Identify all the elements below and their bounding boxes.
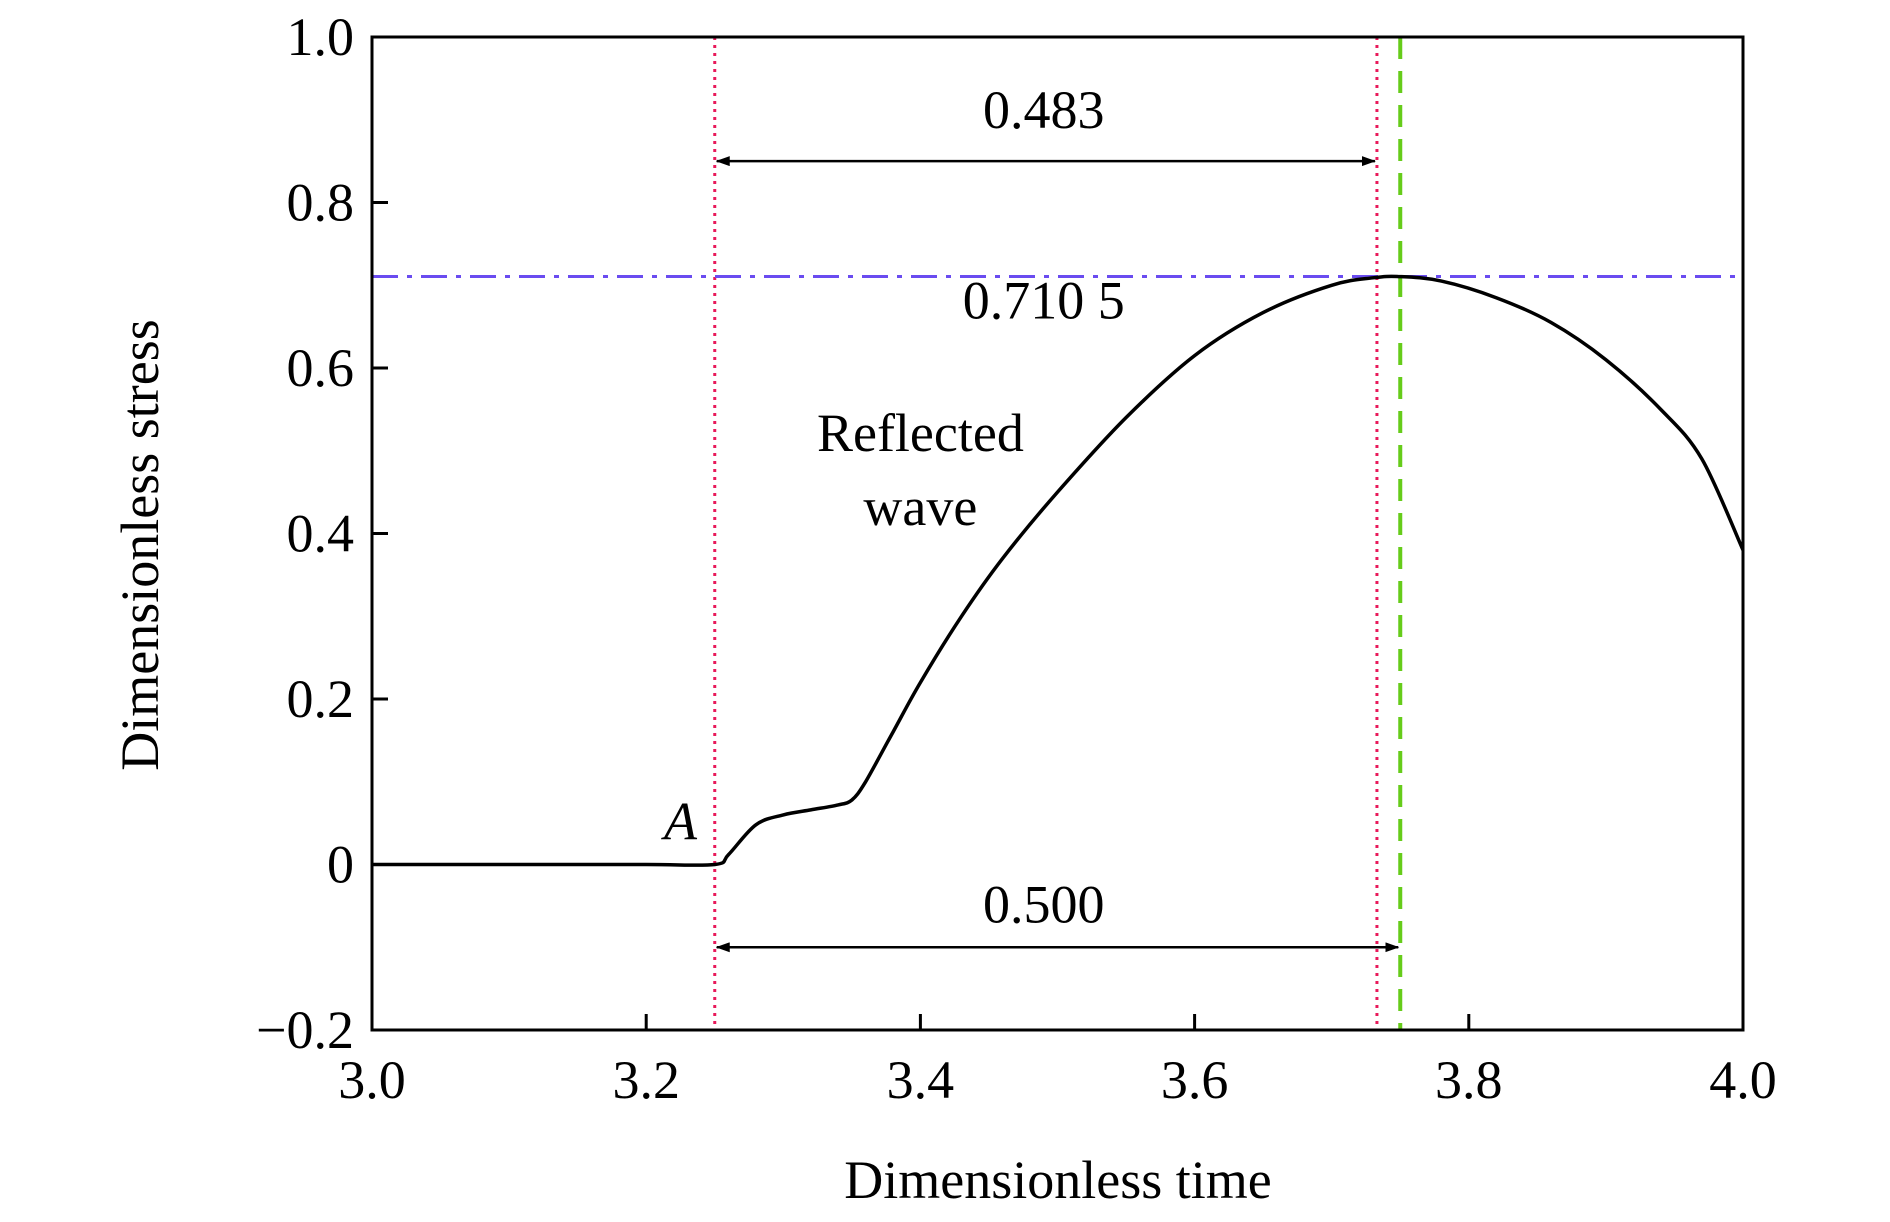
y-tick-label-4: 0.6	[287, 338, 355, 398]
y-tick-label-0: −0.2	[256, 1000, 354, 1060]
series-line-0	[372, 274, 1745, 868]
x-tick-label-5: 4.0	[1709, 1050, 1777, 1110]
annotation-1: 0.710 5	[963, 270, 1125, 330]
y-tick-label-1: 0	[327, 835, 354, 895]
axes: 3.0 3.2 3.4 3.6 3.8 4.0 −0.2 0 0.2 0.4 0.6 0.8 1.0	[256, 7, 1777, 1110]
y-tick-label-3: 0.4	[287, 504, 355, 564]
annotation-0: 0.483	[983, 80, 1105, 140]
x-tick-label-0: 3.0	[338, 1050, 406, 1110]
y-tick-label-6: 1.0	[287, 7, 355, 67]
x-tick-label-3: 3.6	[1161, 1050, 1229, 1110]
y-tick-label-5: 0.8	[287, 173, 355, 233]
y-tick-label-2: 0.2	[287, 669, 355, 729]
series-lines	[372, 274, 1745, 868]
x-tick-label-1: 3.2	[612, 1050, 680, 1110]
x-tick-label-4: 3.8	[1435, 1050, 1503, 1110]
x-tick-label-2: 3.4	[887, 1050, 955, 1110]
annotations: 0.483 0.710 5 Reflected wave A 0.500	[661, 80, 1125, 934]
annotation-4: A	[661, 792, 698, 852]
x-axis-title: Dimensionless time	[844, 1150, 1271, 1210]
y-axis-title: Dimensionless stress	[110, 319, 170, 771]
annotation-5: 0.500	[983, 874, 1105, 934]
annotation-3: wave	[863, 477, 977, 537]
reference-lines	[372, 37, 1743, 1030]
annotation-2: Reflected	[817, 403, 1024, 463]
dimension-arrows	[715, 156, 1400, 953]
